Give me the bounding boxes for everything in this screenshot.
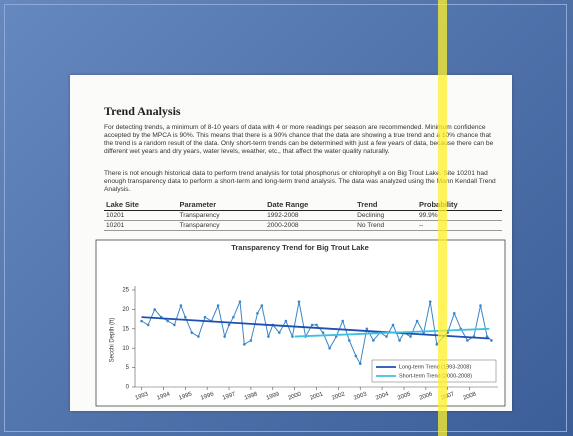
data-point [385,335,388,338]
data-point [239,300,242,303]
data-point [243,343,246,346]
data-point [392,324,395,327]
data-point [180,304,183,307]
data-point [453,312,456,315]
chart-title: Transparency Trend for Big Trout Lake [231,243,369,252]
data-point [341,320,344,323]
data-point [328,347,331,350]
data-point [365,328,368,331]
y-tick-label: 25 [122,288,129,294]
data-point [355,355,358,358]
data-point [315,324,318,327]
data-point [197,335,200,338]
data-point [429,300,432,303]
data-point [359,362,362,365]
data-point [311,324,314,327]
data-point [267,335,270,338]
data-point [250,339,253,342]
data-point [298,300,301,303]
data-point [223,335,226,338]
chart: Transparency Trend for Big Trout Lake Se… [0,0,573,436]
y-tick-label: 20 [122,307,129,313]
data-point [232,316,235,319]
data-point [348,339,351,342]
legend-label: Long-term Trend (1993-2008) [399,364,471,370]
data-point [416,320,419,323]
data-point [228,324,231,327]
data-point [372,339,375,342]
data-point [479,304,482,307]
data-point [140,320,143,323]
data-point [409,335,412,338]
data-point [261,304,264,307]
data-point [204,316,207,319]
page: Trend Analysis For detecting trends, a m… [0,0,573,436]
highlight-stripe [438,0,447,436]
data-point [184,316,187,319]
data-point [322,331,325,334]
data-point [153,308,156,311]
data-point [217,304,220,307]
legend-label: Short-term Trend (2000-2008) [399,373,472,379]
data-point [147,324,150,327]
data-point [466,339,469,342]
data-point [167,320,170,323]
data-point [173,324,176,327]
data-point [285,320,288,323]
data-point [291,335,294,338]
data-point [191,331,194,334]
data-point [278,331,281,334]
y-tick-label: 10 [122,346,129,352]
data-point [490,339,493,342]
y-tick-label: 15 [122,326,129,332]
data-point [398,339,401,342]
data-point [256,312,259,315]
y-axis-label: Secchi Depth (ft) [110,318,116,363]
